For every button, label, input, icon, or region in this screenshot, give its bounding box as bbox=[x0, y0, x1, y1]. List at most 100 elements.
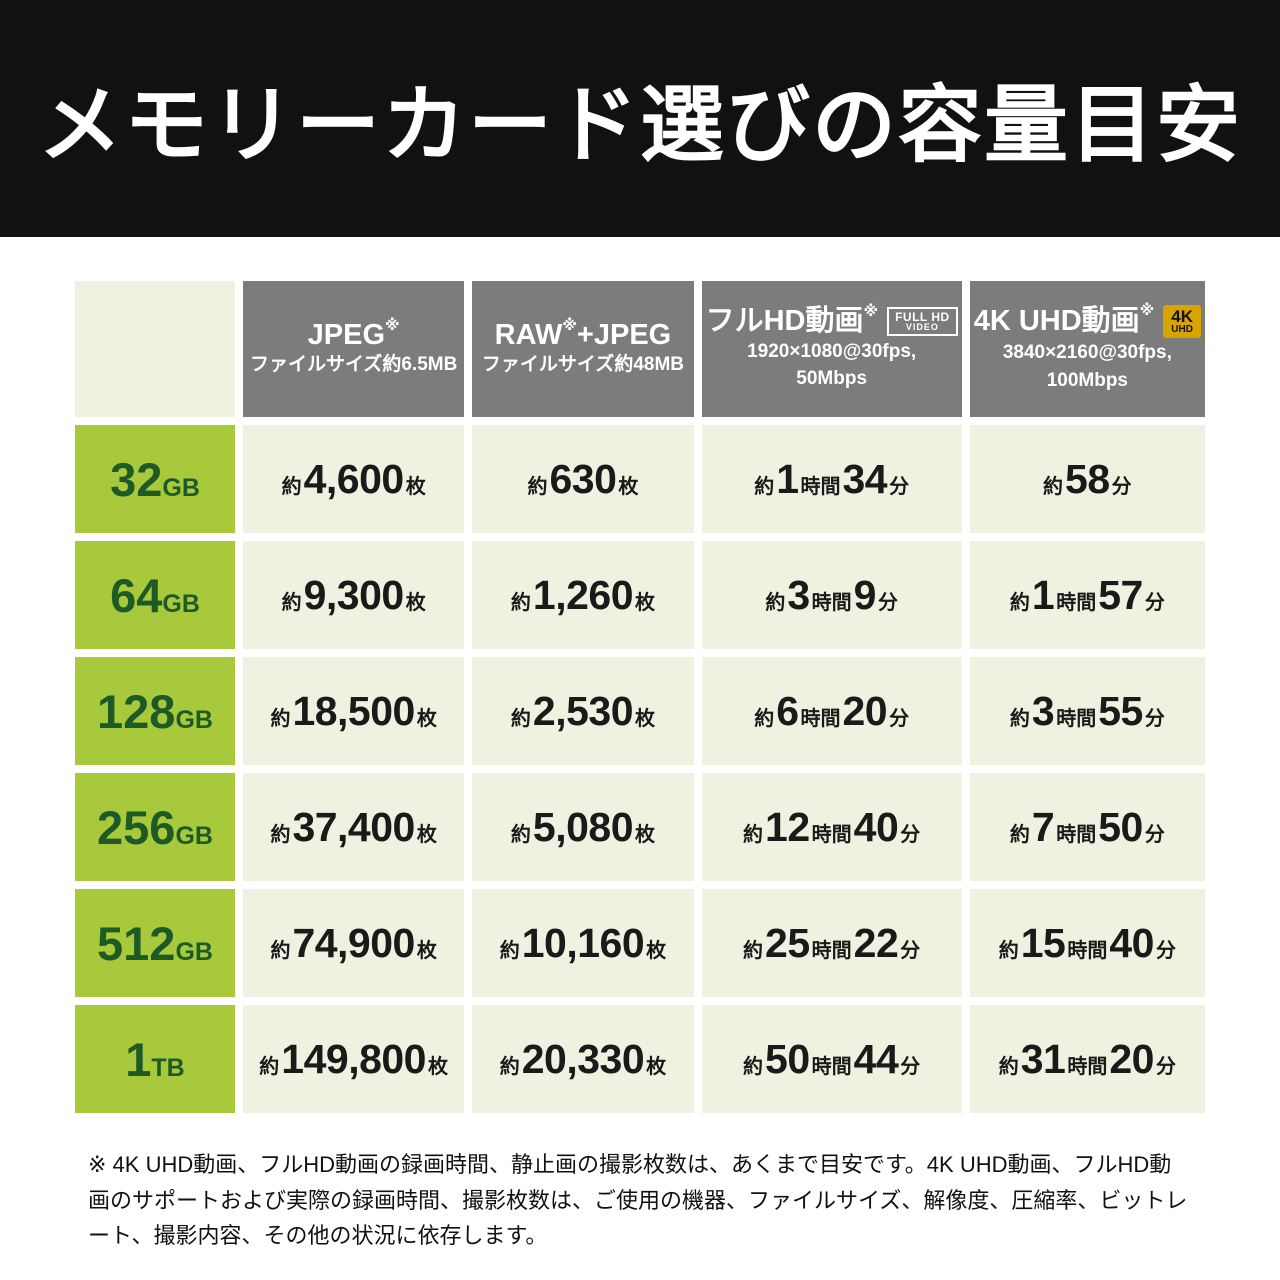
fullhd-video-logo-icon: FULL HD VIDEO bbox=[887, 306, 958, 336]
value-unit: 約 bbox=[510, 707, 531, 730]
value-number: 15 bbox=[1020, 919, 1066, 966]
table-cell: 約 58 分 bbox=[969, 425, 1205, 533]
value-unit: 約 bbox=[765, 591, 786, 614]
table-cell: 約 50 時間 44 分 bbox=[701, 1005, 962, 1113]
value-unit: 分 bbox=[889, 475, 910, 498]
value-unit: 分 bbox=[900, 823, 921, 846]
value-number: 10,160 bbox=[521, 919, 645, 966]
value-unit: 枚 bbox=[405, 591, 426, 614]
value-number: 3 bbox=[1031, 687, 1055, 734]
page: メモリーカード選びの容量目安 JPEG ※ ファイルサイズ約6.5MB RAW ※ +JP… bbox=[0, 0, 1280, 1248]
value-unit: 約 bbox=[998, 939, 1019, 962]
value-unit: 分 bbox=[1144, 707, 1165, 730]
value-unit: 約 bbox=[510, 591, 531, 614]
table-cell: 約 18,500 枚 bbox=[243, 657, 465, 765]
value-number: 20,330 bbox=[521, 1035, 645, 1082]
capacity-unit: GB bbox=[175, 937, 213, 966]
value-unit: 枚 bbox=[635, 707, 655, 730]
capacity-unit: TB bbox=[151, 1053, 185, 1082]
value-number: 44 bbox=[853, 1035, 899, 1082]
cell-value: 約 15 時間 40 分 bbox=[997, 920, 1178, 967]
value-unit: 約 bbox=[998, 1055, 1019, 1078]
asterisk-mark: ※ bbox=[863, 303, 879, 321]
capacity-unit: GB bbox=[175, 705, 213, 734]
capacity-unit: GB bbox=[175, 821, 213, 850]
capacity-cell: 128 GB bbox=[75, 657, 235, 765]
column-subtitle: 100Mbps bbox=[1046, 369, 1128, 391]
value-unit: 約 bbox=[754, 707, 775, 730]
cell-value: 約 1,260 枚 bbox=[509, 572, 657, 619]
asterisk-mark: ※ bbox=[562, 316, 577, 334]
badge-line-2: UHD bbox=[1171, 323, 1193, 335]
column-subtitle: 50Mbps bbox=[796, 368, 868, 390]
value-unit: 約 bbox=[499, 939, 520, 962]
cell-value: 約 37,400 枚 bbox=[268, 804, 438, 851]
cell-value: 約 18,500 枚 bbox=[268, 688, 438, 735]
table-cell: 約 3 時間 9 分 bbox=[701, 541, 962, 649]
capacity-value: 1 TB bbox=[125, 1032, 184, 1087]
column-title-text: フルHD動画 bbox=[705, 305, 864, 338]
table-cell: 約 6 時間 20 分 bbox=[701, 657, 962, 765]
value-unit: 時間 bbox=[800, 475, 841, 498]
value-unit: 枚 bbox=[646, 939, 667, 962]
column-header: JPEG ※ ファイルサイズ約6.5MB bbox=[243, 281, 465, 417]
table-cell: 約 7 時間 50 分 bbox=[969, 773, 1205, 881]
value-unit: 約 bbox=[743, 939, 764, 962]
cell-value: 約 1 時間 34 分 bbox=[752, 456, 911, 503]
value-unit: 分 bbox=[877, 591, 898, 614]
value-unit: 約 bbox=[1009, 707, 1030, 730]
value-unit: 時間 bbox=[811, 591, 852, 614]
value-number: 37,400 bbox=[292, 803, 415, 850]
table-cell: 約 630 枚 bbox=[472, 425, 694, 533]
page-title: メモリーカード選びの容量目安 bbox=[37, 78, 1242, 172]
table-cell: 約 149,800 枚 bbox=[243, 1005, 465, 1113]
cell-value: 約 6 時間 20 分 bbox=[752, 688, 911, 735]
value-number: 20 bbox=[842, 687, 888, 734]
value-number: 20 bbox=[1109, 1035, 1154, 1082]
value-number: 149,800 bbox=[281, 1035, 426, 1082]
capacity-value: 64 GB bbox=[110, 568, 200, 623]
column-title: RAW ※ +JPEG bbox=[494, 316, 672, 351]
cell-value: 約 3 時間 9 分 bbox=[763, 572, 900, 619]
badge-line-2: VIDEO bbox=[905, 321, 939, 332]
value-unit: 分 bbox=[1144, 823, 1165, 846]
value-number: 12 bbox=[765, 803, 810, 850]
cell-value: 約 4,600 枚 bbox=[280, 456, 428, 503]
column-header: フルHD動画 ※ FULL HD VIDEO 1920×1080@30fps, 50Mbp… bbox=[701, 281, 962, 417]
capacity-number: 1 bbox=[125, 1032, 152, 1086]
value-unit: 時間 bbox=[1056, 591, 1097, 614]
value-number: 50 bbox=[1098, 803, 1143, 850]
capacity-value: 32 GB bbox=[110, 452, 200, 507]
capacity-value: 256 GB bbox=[97, 800, 213, 855]
capacity-number: 32 bbox=[110, 452, 163, 506]
column-title-text2: +JPEG bbox=[576, 318, 672, 351]
value-unit: 約 bbox=[270, 939, 291, 962]
capacity-cell: 256 GB bbox=[75, 773, 235, 881]
table-cell: 約 3 時間 55 分 bbox=[969, 657, 1205, 765]
value-number: 58 bbox=[1065, 455, 1110, 502]
cell-value: 約 149,800 枚 bbox=[257, 1036, 450, 1083]
value-unit: 枚 bbox=[416, 707, 437, 730]
capacity-cell: 512 GB bbox=[75, 889, 235, 997]
asterisk-mark: ※ bbox=[385, 316, 400, 334]
cell-value: 約 20,330 枚 bbox=[498, 1036, 668, 1083]
table-cell: 約 12 時間 40 分 bbox=[701, 773, 962, 881]
capacity-number: 64 bbox=[110, 568, 163, 622]
column-subtitle: 1920×1080@30fps, bbox=[747, 340, 917, 362]
cell-value: 約 58 分 bbox=[1041, 456, 1134, 503]
value-number: 40 bbox=[1109, 919, 1154, 966]
value-number: 22 bbox=[853, 919, 899, 966]
value-number: 40 bbox=[853, 803, 899, 850]
cell-value: 約 50 時間 44 分 bbox=[741, 1036, 922, 1083]
cell-value: 約 10,160 枚 bbox=[498, 920, 668, 967]
column-title-text: RAW bbox=[494, 318, 563, 351]
table-cell: 約 2,530 枚 bbox=[472, 657, 694, 765]
value-unit: 分 bbox=[900, 939, 921, 962]
value-number: 6 bbox=[776, 687, 799, 734]
value-unit: 分 bbox=[900, 1055, 921, 1078]
column-subtitle: ファイルサイズ約6.5MB bbox=[249, 354, 458, 376]
column-header: 4K UHD動画 ※ 4K UHD 3840×2160@30fps, 100Mbps bbox=[969, 281, 1205, 417]
value-number: 1 bbox=[1031, 571, 1055, 618]
value-unit: 時間 bbox=[1067, 939, 1108, 962]
value-number: 2,530 bbox=[532, 687, 634, 734]
